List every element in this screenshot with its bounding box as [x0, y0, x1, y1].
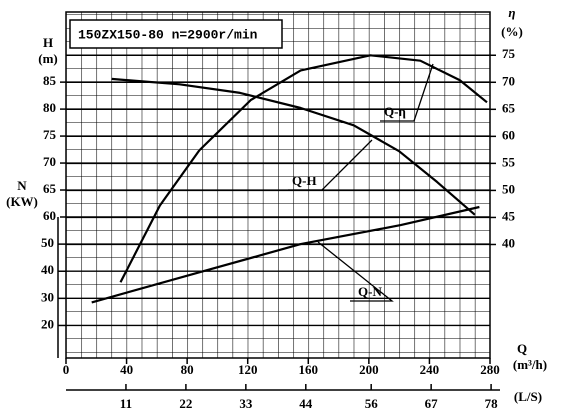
x-tick-label: 240: [420, 362, 440, 377]
chart-title: 150ZX150-80 n=2900r/min: [78, 27, 258, 42]
n-axis-unit: (KW): [6, 194, 38, 209]
leader-line: [380, 63, 434, 122]
x-tick-label: 0: [63, 362, 70, 377]
curve: [91, 205, 480, 304]
x2-tick-label: 22: [179, 396, 192, 411]
y-tick-label: 70: [43, 154, 56, 169]
y2-tick-label: 55: [502, 154, 516, 169]
y2-tick-label: 75: [502, 46, 516, 61]
x2-tick-label: 56: [365, 396, 379, 411]
x-axis-unit: (m³/h): [513, 357, 547, 372]
n-tick-label: 40: [41, 262, 54, 277]
curve: [119, 54, 488, 283]
curve: [111, 77, 476, 216]
y-axis-label: H: [43, 35, 53, 50]
y-tick-label: 65: [43, 181, 57, 196]
y2-tick-label: 70: [502, 73, 515, 88]
x2-tick-label: 78: [485, 396, 499, 411]
x-tick-label: 200: [359, 362, 379, 377]
y-tick-label: 75: [43, 127, 57, 142]
x2-tick-label: 11: [120, 396, 132, 411]
leader-line: [288, 139, 373, 191]
y-axis-unit: (m): [38, 51, 58, 66]
x2-axis-unit: (L/S): [514, 389, 542, 404]
x2-tick-label: 44: [299, 396, 313, 411]
y2-axis-unit: (%): [501, 24, 523, 39]
y2-axis-label: η: [508, 5, 515, 20]
x2-tick-label: 67: [425, 396, 439, 411]
y-tick-label: 60: [43, 208, 56, 223]
leader-line: [317, 241, 394, 302]
n-tick-label: 30: [41, 289, 54, 304]
curve-label: Q-N: [358, 284, 382, 299]
y2-tick-label: 60: [502, 127, 515, 142]
minor-grid: [66, 12, 490, 358]
y2-tick-label: 65: [502, 100, 516, 115]
title-box: [69, 19, 283, 49]
y2-tick-label: 50: [502, 181, 515, 196]
n-tick-label: 50: [41, 235, 54, 250]
plot-frame: [65, 11, 491, 359]
x-tick-label: 120: [238, 362, 258, 377]
curve-label: Q-H: [292, 173, 317, 188]
y-tick-label: 85: [43, 73, 57, 88]
y2-tick-label: 40: [502, 235, 515, 250]
x-tick-label: 280: [480, 362, 500, 377]
x-tick-label: 40: [120, 362, 133, 377]
x-axis-label: Q: [517, 341, 527, 356]
x-tick-label: 160: [299, 362, 319, 377]
n-axis-label: N: [17, 178, 27, 193]
x2-tick-label: 33: [239, 396, 253, 411]
y-tick-label: 80: [43, 100, 56, 115]
y2-tick-label: 45: [502, 208, 516, 223]
curve-label: Q-η: [384, 104, 406, 119]
x-tick-label: 80: [181, 362, 194, 377]
n-tick-label: 20: [41, 316, 54, 331]
